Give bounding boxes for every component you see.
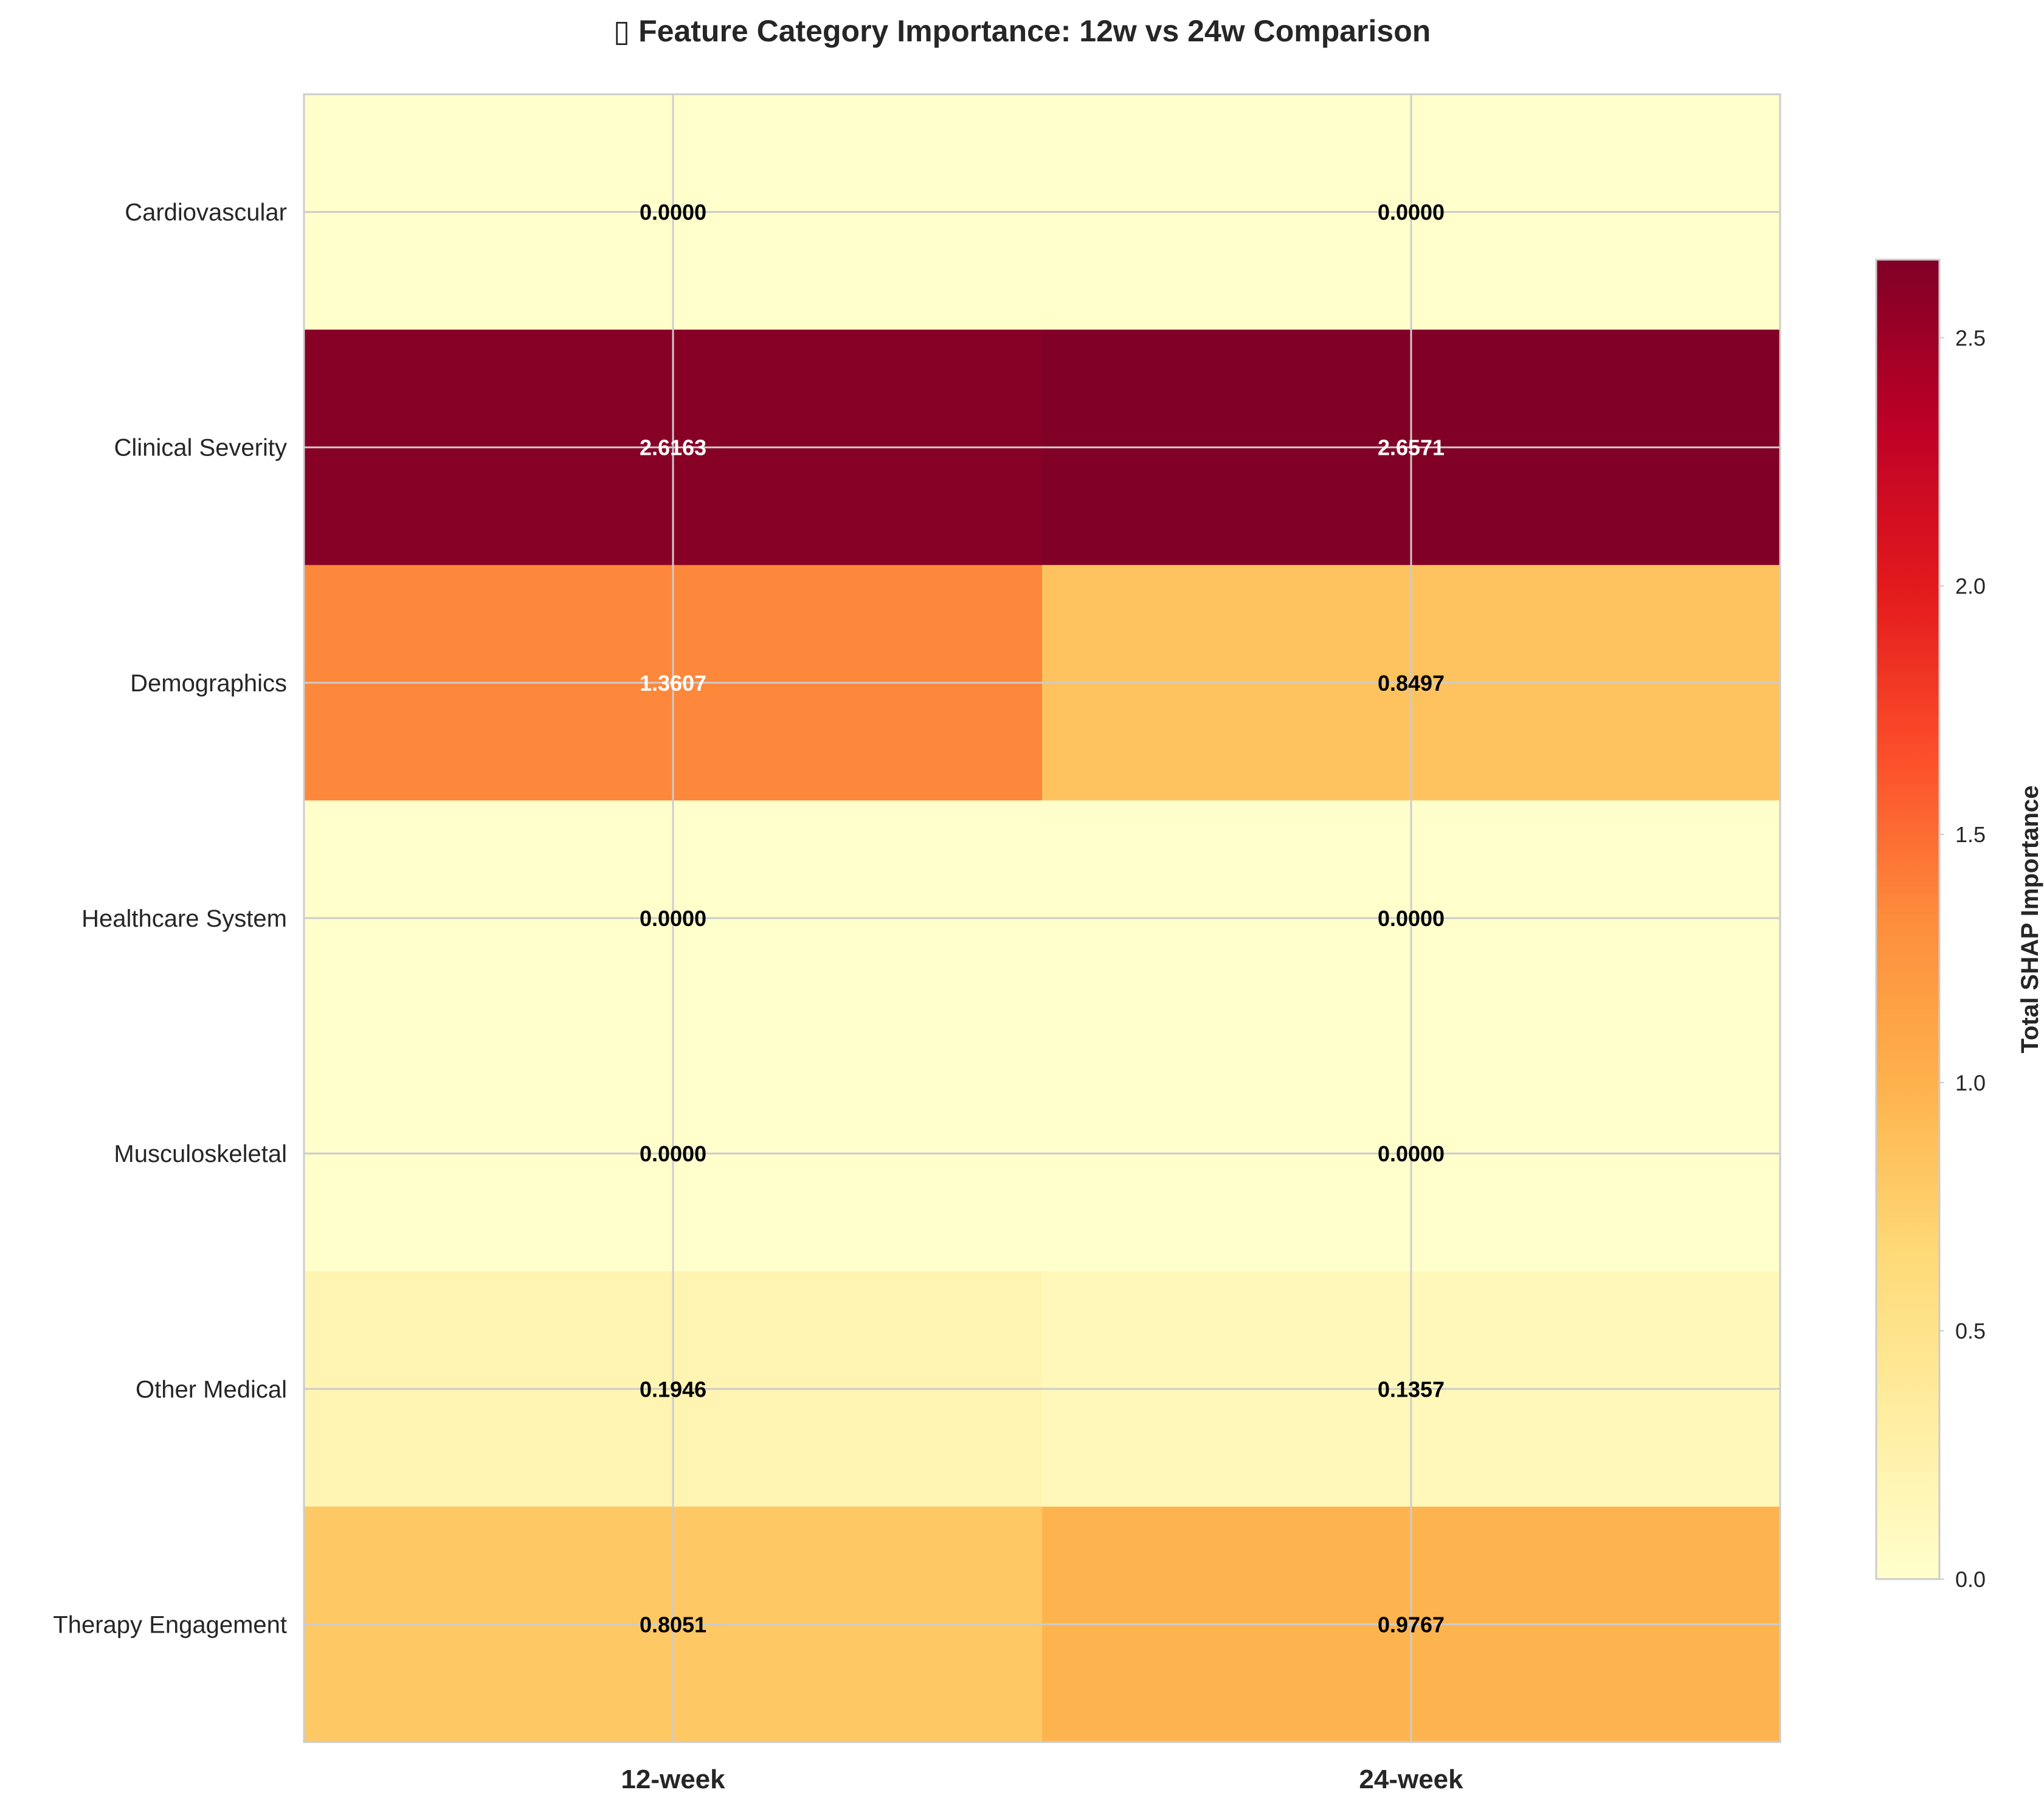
- colorbar: 0.0 0.5 1.0 1.5 2.0 2.5 Total SHAP Importance: [1875, 258, 2043, 1592]
- cell-value-label: 0.0000: [640, 906, 706, 931]
- column-label-12-week: 12-week: [621, 1765, 725, 1794]
- row-label-healthcare-system: Healthcare System: [81, 905, 287, 932]
- title-text: Feature Category Importance: 12w vs 24w …: [638, 14, 1431, 48]
- cell-labels: 0.0000 0.0000 2.6163 2.6571 1.3607 0.8497 0.00…: [640, 200, 1445, 1637]
- title-emoji-icon: ▯: [613, 14, 638, 48]
- row-label-other-medical: Other Medical: [136, 1376, 287, 1403]
- cell-value-label: 0.0000: [1378, 1141, 1445, 1166]
- row-label-musculoskeletal: Musculoskeletal: [114, 1141, 287, 1167]
- row-label-demographics: Demographics: [130, 670, 287, 697]
- colorbar-gradient: [1876, 260, 1939, 1579]
- colorbar-label: Total SHAP Importance: [2017, 786, 2043, 1054]
- colorbar-tick-label: 1.0: [1955, 1070, 1986, 1095]
- cell-value-label: 0.8497: [1378, 671, 1445, 696]
- cell-value-label: 0.0000: [1378, 906, 1445, 931]
- row-label-clinical-severity: Clinical Severity: [114, 435, 287, 461]
- column-labels: 12-week 24-week: [621, 1765, 1463, 1794]
- cell-value-label: 1.3607: [640, 671, 706, 696]
- colorbar-frame: [1875, 258, 1941, 1580]
- cell-value-label: 0.1357: [1378, 1377, 1445, 1402]
- cell-value-label: 2.6163: [640, 435, 706, 460]
- cell-value-label: 0.0000: [1378, 200, 1445, 225]
- colorbar-tick-label: 1.5: [1955, 822, 1986, 847]
- colorbar-tick-label: 0.0: [1955, 1567, 1986, 1592]
- colorbar-ticks: 0.0 0.5 1.0 1.5 2.0 2.5: [1939, 325, 1986, 1592]
- row-label-therapy-engagement: Therapy Engagement: [53, 1611, 287, 1638]
- cell-value-label: 0.8051: [640, 1612, 706, 1637]
- cell-value-label: 0.9767: [1378, 1612, 1445, 1637]
- cell-value-label: 0.0000: [640, 1141, 706, 1166]
- cell-value-label: 0.0000: [640, 200, 706, 225]
- cell-value-label: 0.1946: [640, 1377, 706, 1402]
- plot-frame: [303, 93, 1781, 1743]
- row-label-cardiovascular: Cardiovascular: [125, 199, 287, 226]
- row-labels: Cardiovascular Clinical Severity Demograph…: [53, 199, 287, 1639]
- colorbar-tick-label: 2.5: [1955, 325, 1986, 350]
- colorbar-tick-label: 0.5: [1955, 1319, 1986, 1344]
- column-label-24-week: 24-week: [1359, 1765, 1463, 1794]
- cell-value-label: 2.6571: [1378, 435, 1445, 460]
- grid-lines: [304, 94, 1780, 1742]
- colorbar-tick-label: 2.0: [1955, 574, 1986, 599]
- chart-title: ▯ Feature Category Importance: 12w vs 24…: [613, 14, 1431, 48]
